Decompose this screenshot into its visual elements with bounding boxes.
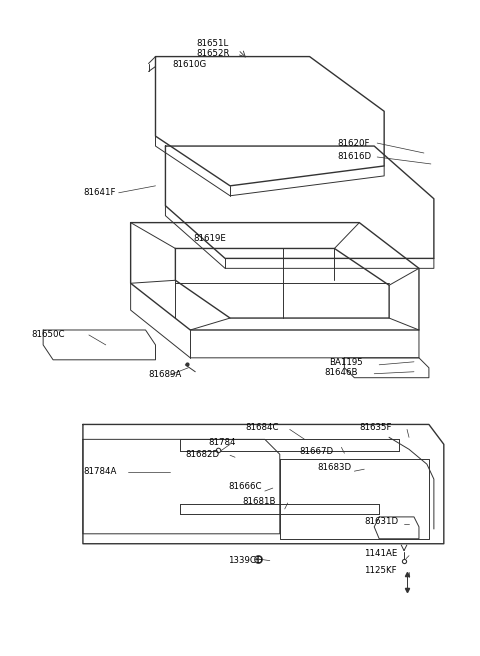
Text: 81683D: 81683D: [318, 462, 352, 472]
Text: 81651L: 81651L: [196, 39, 228, 48]
Text: 81681B: 81681B: [242, 497, 276, 506]
Text: 81666C: 81666C: [228, 482, 262, 491]
Text: 81784A: 81784A: [83, 466, 116, 476]
Text: BA1195: BA1195: [329, 358, 363, 367]
Text: 1141AE: 1141AE: [364, 549, 397, 558]
Text: 81684C: 81684C: [245, 423, 278, 432]
Text: 81689A: 81689A: [148, 370, 182, 379]
Text: 81682D: 81682D: [185, 450, 219, 459]
Text: 81631D: 81631D: [364, 518, 398, 526]
Text: 81650C: 81650C: [31, 331, 65, 339]
Text: 81619E: 81619E: [193, 234, 226, 243]
Text: 81652R: 81652R: [196, 49, 230, 58]
Text: 1339CD: 1339CD: [228, 556, 263, 565]
Text: 81616D: 81616D: [337, 152, 372, 161]
Text: 81620F: 81620F: [337, 138, 370, 148]
Text: 81646B: 81646B: [324, 368, 358, 377]
Text: 81610G: 81610G: [172, 60, 207, 69]
Text: 81635F: 81635F: [360, 423, 392, 432]
Text: 1125KF: 1125KF: [364, 566, 397, 575]
Text: 81641F: 81641F: [83, 188, 115, 197]
Text: 81667D: 81667D: [300, 447, 334, 456]
Text: 81784: 81784: [208, 438, 236, 447]
